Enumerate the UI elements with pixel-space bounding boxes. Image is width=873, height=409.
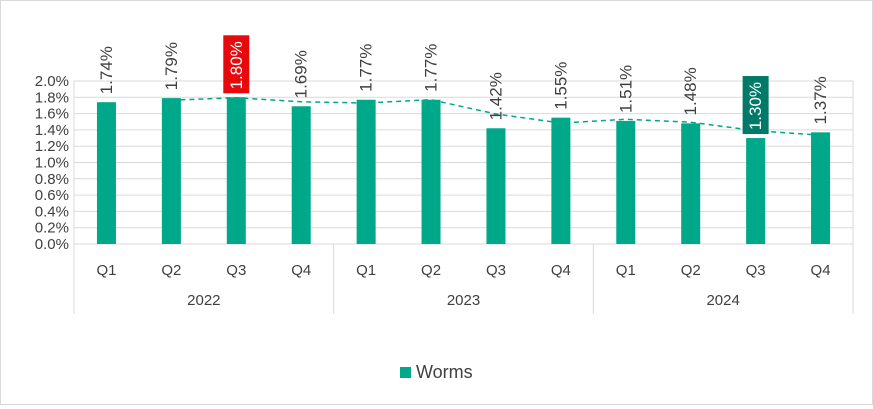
x-group-label: 2023	[447, 292, 480, 309]
y-tick-label: 0.8%	[35, 171, 69, 188]
legend-label: Worms	[416, 362, 473, 382]
y-tick-label: 0.4%	[35, 203, 69, 220]
data-label: 1.30%	[746, 82, 765, 130]
data-label: 1.48%	[681, 67, 700, 115]
y-tick-label: 1.2%	[35, 138, 69, 155]
bar	[551, 117, 571, 244]
y-tick-label: 0.2%	[35, 220, 69, 237]
x-tick-label: Q3	[746, 262, 766, 279]
x-tick-label: Q2	[421, 262, 441, 279]
x-tick-label: Q4	[551, 262, 571, 279]
x-tick-label: Q3	[226, 262, 246, 279]
y-tick-label: 1.4%	[35, 122, 69, 139]
bar	[421, 99, 441, 245]
x-tick-label: Q4	[291, 262, 311, 279]
y-tick-label: 1.8%	[35, 89, 69, 106]
x-tick-label: Q3	[486, 262, 506, 279]
data-label: 1.69%	[292, 50, 311, 98]
y-tick-label: 1.0%	[35, 155, 69, 172]
data-label: 1.42%	[486, 72, 505, 120]
x-tick-label: Q2	[161, 262, 181, 279]
y-tick-label: 2.0%	[35, 73, 69, 90]
trendline	[171, 96, 821, 136]
x-tick-label: Q4	[811, 262, 831, 279]
data-label: 1.77%	[422, 44, 441, 92]
x-group-label: 2024	[706, 292, 739, 309]
highlight-label-box	[223, 35, 250, 94]
bar	[356, 99, 376, 245]
bar	[811, 132, 831, 244]
bar	[681, 123, 701, 244]
x-tick-label: Q1	[96, 262, 116, 279]
bar	[486, 128, 506, 244]
data-label: 1.79%	[162, 42, 181, 90]
bar	[746, 138, 766, 244]
data-label: 1.37%	[811, 76, 830, 124]
data-label: 1.74%	[97, 46, 116, 94]
y-tick-label: 0.0%	[35, 236, 69, 253]
data-label: 1.80%	[227, 41, 246, 89]
x-tick-label: Q1	[616, 262, 636, 279]
bar	[96, 102, 116, 244]
data-label: 1.51%	[616, 65, 635, 113]
legend-swatch	[400, 367, 411, 378]
x-tick-label: Q1	[356, 262, 376, 279]
y-tick-label: 1.6%	[35, 106, 69, 123]
x-group-label: 2022	[187, 292, 220, 309]
bar	[161, 98, 181, 245]
x-tick-label: Q2	[681, 262, 701, 279]
y-tick-label: 0.6%	[35, 187, 69, 204]
bar	[616, 120, 636, 244]
bar	[226, 97, 246, 244]
data-label: 1.55%	[551, 62, 570, 110]
highlight-label-box	[742, 76, 769, 135]
bar	[291, 106, 311, 244]
data-label: 1.77%	[357, 44, 376, 92]
